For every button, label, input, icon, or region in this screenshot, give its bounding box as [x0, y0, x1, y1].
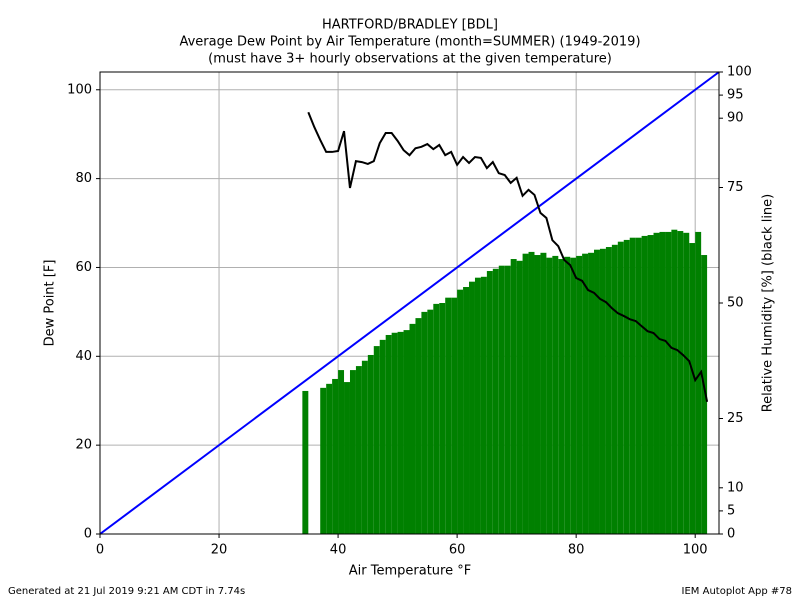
bar	[320, 387, 327, 534]
y-tick-label: 40	[75, 349, 92, 364]
bar	[671, 229, 678, 535]
bar	[498, 265, 505, 534]
bar	[576, 255, 583, 534]
bar	[397, 331, 404, 534]
bar	[379, 339, 386, 534]
bar	[689, 243, 696, 534]
y-tick-label: 100	[67, 82, 92, 97]
bar	[439, 303, 446, 534]
y2-tick-label: 0	[727, 527, 735, 542]
plot-frame	[99, 71, 720, 535]
x-axis-label: Air Temperature °F	[349, 564, 471, 579]
bar	[659, 231, 666, 534]
bar	[469, 281, 475, 534]
bar	[528, 251, 535, 535]
bar	[391, 332, 398, 534]
y2-tick-label: 5	[727, 503, 735, 518]
y2-tick-label: 95	[727, 88, 744, 103]
bar	[570, 257, 577, 534]
bar	[302, 390, 309, 534]
bar	[415, 318, 422, 534]
bar	[534, 255, 541, 534]
y-axis-label: Dew Point [F]	[43, 260, 58, 347]
bar	[665, 231, 672, 534]
bar	[695, 231, 702, 534]
bar	[385, 334, 392, 534]
bar	[367, 354, 374, 534]
bar	[361, 360, 368, 534]
bar	[582, 253, 589, 535]
y-tick-label: 60	[75, 260, 92, 275]
bar	[588, 252, 595, 534]
y2-tick-label: 90	[727, 111, 744, 126]
bar	[445, 297, 452, 534]
bar	[611, 244, 618, 534]
y2-tick-label: 100	[727, 65, 752, 80]
bar	[617, 241, 624, 534]
bar	[510, 259, 517, 534]
bar	[338, 370, 345, 534]
bar	[433, 303, 440, 534]
chart-title: (must have 3+ hourly observations at the…	[208, 52, 612, 67]
bar	[647, 235, 654, 534]
y-tick-label: 20	[75, 438, 92, 453]
bar	[546, 257, 553, 534]
bar	[635, 237, 642, 535]
bar	[504, 265, 511, 534]
bar	[355, 366, 362, 534]
bar	[522, 253, 529, 535]
bar	[409, 323, 416, 534]
bar	[599, 248, 606, 535]
bar	[326, 383, 333, 534]
y-tick-label: 80	[75, 171, 92, 186]
bar	[427, 309, 434, 534]
bar	[558, 259, 565, 534]
bar	[373, 346, 380, 534]
bar	[564, 256, 571, 534]
bar	[457, 289, 464, 534]
x-tick-label: 20	[211, 543, 228, 558]
x-tick-label: 60	[449, 543, 466, 558]
bar	[451, 297, 458, 534]
bar	[492, 268, 499, 534]
bar	[623, 239, 630, 534]
x-tick-label: 0	[96, 543, 104, 558]
bar	[421, 311, 428, 534]
y2-tick-label: 50	[727, 296, 744, 311]
line	[307, 111, 709, 403]
y2-tick-label: 25	[727, 411, 744, 426]
bar	[480, 276, 487, 534]
x-tick-label: 100	[683, 543, 708, 558]
bar	[474, 277, 481, 534]
bar	[552, 255, 559, 534]
bar	[629, 237, 636, 535]
x-tick-label: 80	[568, 543, 585, 558]
bar	[653, 232, 660, 535]
bar	[641, 235, 648, 535]
bar	[349, 370, 356, 534]
y2-tick-label: 10	[727, 480, 744, 495]
bar	[677, 231, 684, 535]
y-tick-label: 0	[84, 527, 92, 542]
bar	[332, 378, 339, 534]
bar	[463, 287, 470, 534]
footer-left: Generated at 21 Jul 2019 9:21 AM CDT in …	[8, 586, 245, 597]
y2-axis-label: Relative Humidity [%] (black line)	[761, 194, 776, 413]
bar	[605, 247, 612, 534]
chart-title: Average Dew Point by Air Temperature (mo…	[179, 35, 640, 50]
chart-title: HARTFORD/BRADLEY [BDL]	[322, 18, 498, 33]
y2-tick-label: 75	[727, 180, 744, 195]
bar	[486, 271, 493, 534]
bar	[344, 382, 350, 534]
x-tick-label: 40	[330, 543, 347, 558]
bar	[594, 249, 600, 534]
footer-right: IEM Autoplot App #78	[682, 586, 792, 597]
line	[99, 71, 720, 535]
bar	[683, 232, 690, 535]
bar	[540, 252, 547, 534]
bar	[701, 255, 708, 534]
bar	[403, 330, 410, 534]
bar	[516, 260, 523, 534]
